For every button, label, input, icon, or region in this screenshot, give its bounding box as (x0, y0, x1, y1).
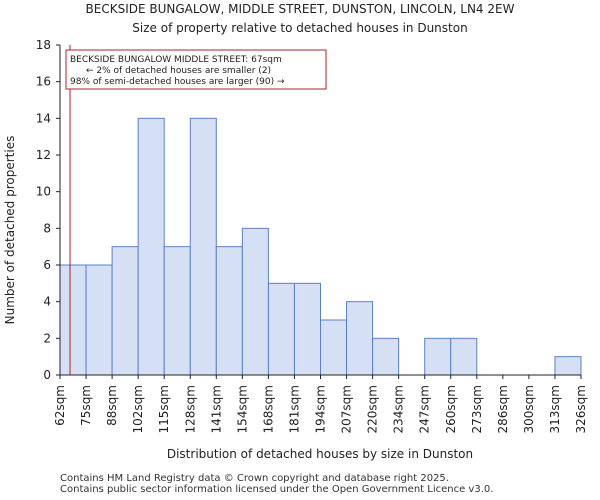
bar-128sqm (189, 117, 217, 376)
y-tick-label: 0 (43, 368, 51, 382)
x-tick-label: 260sqm (444, 385, 458, 433)
x-tick-label: 141sqm (209, 385, 223, 433)
x-tick-label: 313sqm (548, 385, 562, 433)
y-tick-label: 16 (36, 75, 51, 89)
bar-194sqm (320, 319, 348, 376)
footer-copyright: Contains HM Land Registry data © Crown c… (60, 473, 449, 484)
y-axis-label: Number of detached properties (3, 136, 17, 325)
annotation-box (65, 49, 327, 90)
annotation-line-1: BECKSIDE BUNGALOW MIDDLE STREET: 67sqm (70, 55, 282, 65)
y-tick-label: 18 (36, 38, 51, 52)
bar-115sqm (163, 246, 191, 376)
x-tick-label: 88sqm (105, 385, 119, 426)
x-tick-label: 115sqm (157, 385, 171, 433)
bars-group (59, 117, 582, 376)
y-tick-label: 10 (36, 185, 51, 199)
x-tick-label: 154sqm (235, 385, 249, 433)
x-tick-label: 194sqm (314, 385, 328, 433)
bar-168sqm (267, 282, 295, 376)
bar-75sqm (85, 264, 113, 376)
annotation-line-3: 98% of semi-detached houses are larger (… (70, 77, 285, 87)
bar-220sqm (372, 337, 400, 376)
x-tick-label: 286sqm (496, 385, 510, 433)
x-tick-label: 181sqm (287, 385, 301, 433)
bar-62sqm (59, 264, 87, 376)
bar-141sqm (215, 246, 243, 376)
y-tick-label: 4 (43, 295, 51, 309)
bar-181sqm (293, 282, 322, 376)
x-tick-label: 326sqm (574, 385, 588, 433)
bar-247sqm (424, 337, 452, 376)
x-tick-label: 300sqm (522, 385, 536, 433)
x-tick-label: 220sqm (366, 385, 380, 433)
bar-102sqm (137, 117, 165, 376)
x-tick-label: 247sqm (418, 385, 432, 433)
annotation-group: BECKSIDE BUNGALOW MIDDLE STREET: 67sqm ←… (65, 49, 327, 90)
x-tick-label: 128sqm (183, 385, 197, 433)
x-tick-label: 273sqm (470, 385, 484, 433)
annotation-line-2: ← 2% of detached houses are smaller (2) (86, 66, 271, 76)
x-tick-label: 234sqm (392, 385, 406, 433)
x-axis-label: Distribution of detached houses by size … (167, 447, 473, 461)
x-tick-label: 168sqm (261, 385, 275, 433)
x-tick-label: 207sqm (340, 385, 354, 433)
chart-subtitle: Size of property relative to detached ho… (132, 21, 467, 35)
footer-licence: Contains public sector information licen… (60, 484, 494, 495)
x-tick-label: 75sqm (79, 385, 93, 426)
axes-group: 0 2 4 6 8 10 12 14 16 18 62sqm 75sqm 88sqm 102sqm 115s… (36, 38, 588, 433)
chart-title: BECKSIDE BUNGALOW, MIDDLE STREET, DUNSTO… (86, 2, 515, 16)
y-tick-label: 8 (43, 221, 51, 235)
bar-154sqm (241, 227, 269, 376)
y-tick-label: 2 (43, 331, 51, 345)
y-tick-label: 14 (36, 111, 51, 125)
y-tick-label: 12 (36, 148, 51, 162)
bar-313sqm (554, 356, 582, 376)
bar-207sqm (346, 301, 374, 376)
y-tick-label: 6 (43, 258, 51, 272)
x-tick-label: 102sqm (131, 385, 145, 433)
bar-260sqm (450, 337, 478, 376)
bar-88sqm (111, 246, 139, 376)
x-tick-label: 62sqm (53, 385, 67, 426)
